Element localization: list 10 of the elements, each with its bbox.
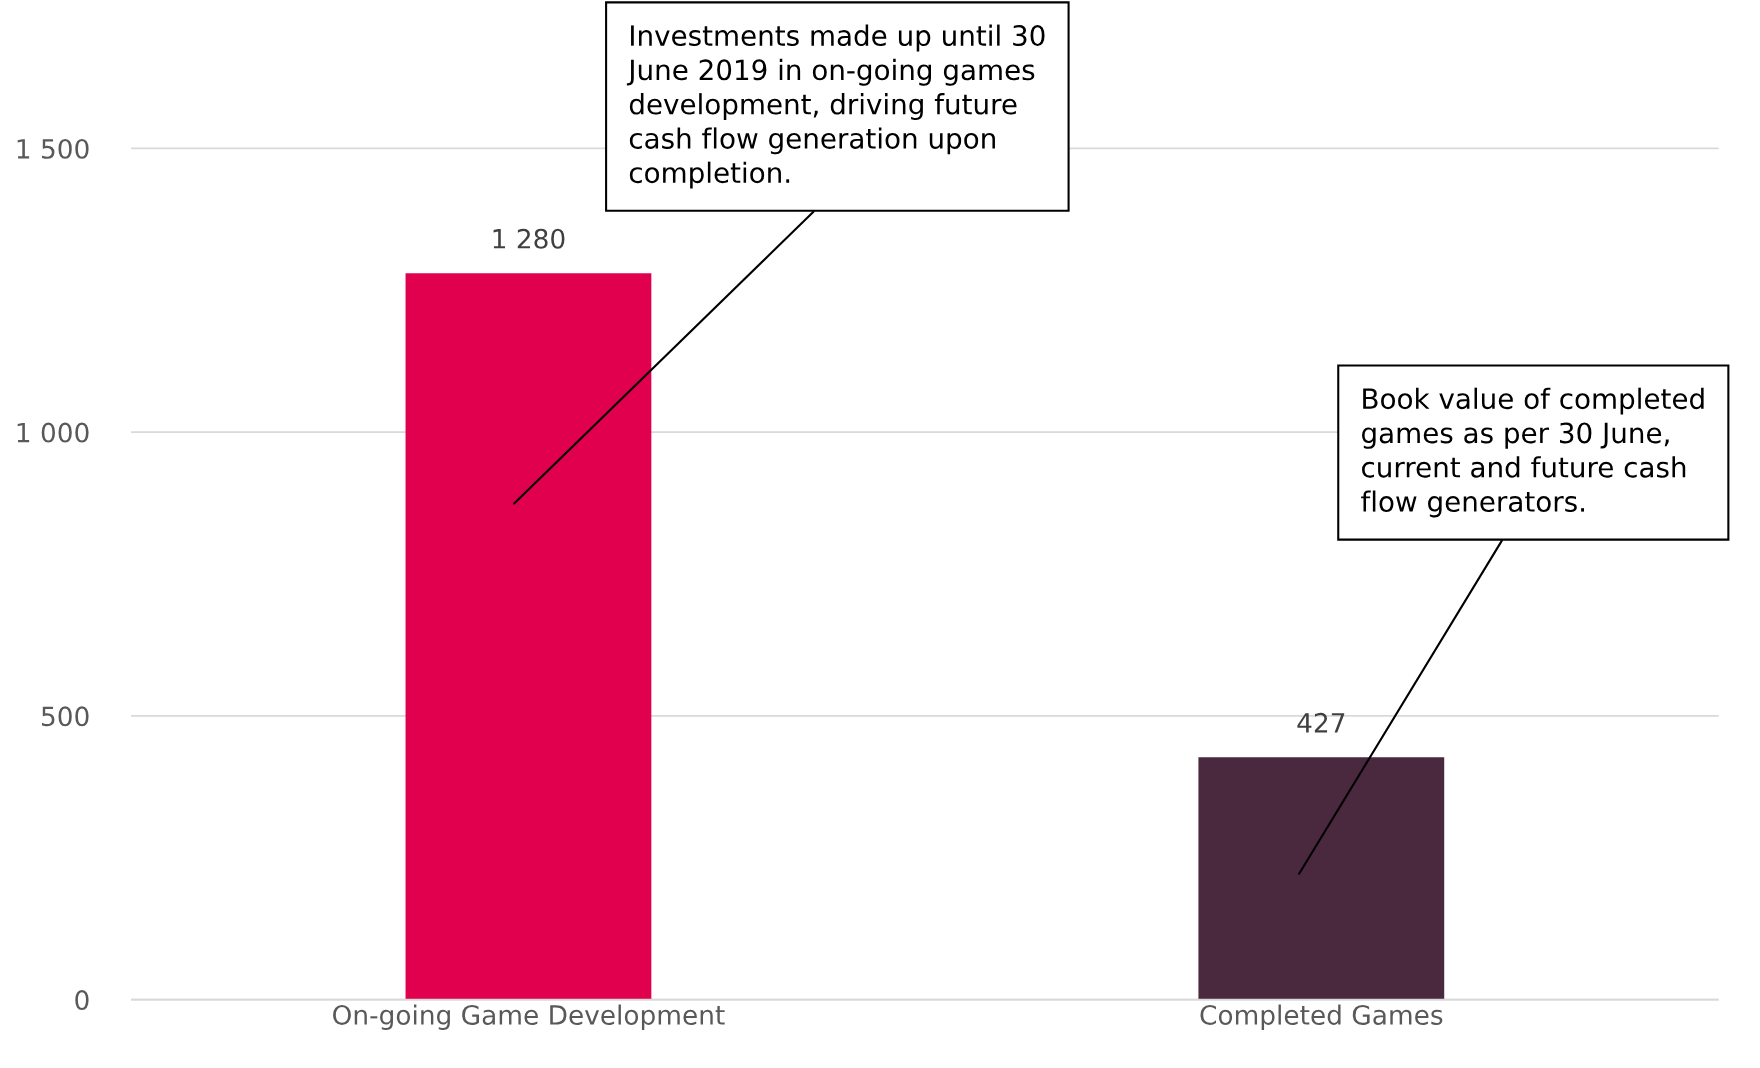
x-tick-label: Completed Games — [1200, 1004, 1443, 1031]
data-label: 427 — [1297, 712, 1345, 733]
x-tick-label: On-going Game Development — [333, 1004, 725, 1031]
annotation: Book value of completed games as per 30 June, current and future cash flow generators. — [1361, 387, 1704, 518]
y-tick-label: 1 000 — [17, 422, 89, 443]
annotation: Investments made up until 30 June 2019 in on-going games development, driving future cash flow generation upon completion. — [626, 24, 1045, 189]
y-tick-label: 1 500 — [17, 138, 89, 159]
y-tick-label: 0 — [75, 990, 89, 1011]
y-tick-label: 500 — [42, 706, 89, 727]
data-label: 1 280 — [493, 228, 565, 249]
